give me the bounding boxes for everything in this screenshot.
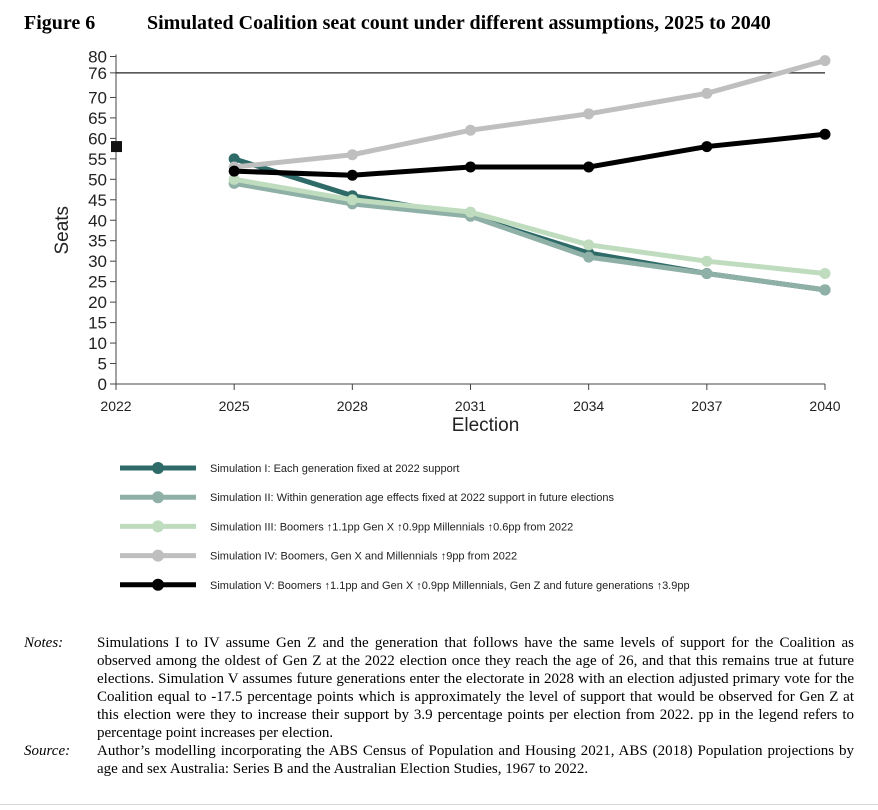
series-point-5 — [819, 128, 831, 140]
series-point-2 — [701, 267, 713, 279]
series-point-4 — [583, 108, 595, 120]
series-point-4 — [346, 149, 358, 161]
series-point-4 — [465, 124, 476, 136]
legend-swatch-dot-4 — [152, 549, 164, 562]
y-tick-label: 80 — [88, 48, 107, 67]
series-point-2 — [583, 251, 595, 263]
marker-2022-square — [111, 141, 122, 153]
x-tick-label: 2040 — [809, 398, 840, 414]
series-line-1 — [231, 156, 828, 293]
y-tick-label: 5 — [98, 355, 107, 374]
notes-label: Notes: — [24, 635, 64, 651]
x-tick-label: 2025 — [219, 398, 250, 414]
y-tick-label: 70 — [88, 88, 107, 107]
y-tick-label: 50 — [88, 170, 107, 189]
series-point-3 — [346, 194, 358, 206]
series-line-2 — [231, 180, 828, 293]
source-label: Source: — [24, 743, 71, 759]
legend-label-4: Simulation IV: Boomers, Gen X and Millen… — [210, 551, 517, 563]
y-tick-label: 76 — [88, 64, 107, 83]
y-tick-label: 0 — [98, 375, 107, 394]
figure-label: Figure 6 — [24, 12, 96, 34]
series-point-4 — [819, 55, 831, 67]
figure-header: Figure 6 Simulated Coalition seat count … — [24, 10, 864, 40]
legend-label-1: Simulation I: Each generation fixed at 2… — [210, 463, 460, 475]
series-point-3 — [583, 239, 595, 251]
legend-swatch-dot-3 — [152, 520, 164, 533]
bottom-divider — [0, 804, 878, 805]
x-tick-label: 2022 — [100, 398, 131, 414]
y-tick-label: 25 — [88, 273, 107, 292]
y-tick-label: 30 — [88, 252, 107, 271]
legend-label-3: Simulation III: Boomers ↑1.1pp Gen X ↑0.… — [210, 521, 573, 533]
y-tick-label: 60 — [88, 129, 107, 148]
series-point-1 — [228, 153, 240, 165]
legend-label-2: Simulation II: Within generation age eff… — [210, 492, 614, 504]
series-point-5 — [465, 161, 476, 173]
y-tick-label: 40 — [88, 211, 107, 230]
y-tick-label: 45 — [88, 191, 107, 210]
series-point-4 — [701, 87, 713, 99]
figure-title: Simulated Coalition seat count under dif… — [147, 12, 771, 34]
notes-section: Notes: Simulations I to IV assume Gen Z … — [24, 634, 854, 778]
source-row: Source: Author’s modelling incorporating… — [24, 742, 854, 778]
series-point-3 — [701, 255, 713, 267]
series-point-5 — [701, 141, 713, 153]
y-tick-label: 15 — [88, 314, 107, 333]
y-tick-label: 10 — [88, 334, 107, 353]
series-point-3 — [228, 173, 240, 185]
x-tick-label: 2034 — [573, 398, 604, 414]
series-point-3 — [465, 206, 476, 218]
x-tick-label: 2028 — [337, 398, 368, 414]
series-line-4 — [231, 58, 828, 170]
legend-swatch-dot-2 — [152, 491, 164, 504]
x-tick-label: 2037 — [691, 398, 722, 414]
y-axis-label: Seats — [52, 206, 73, 255]
y-tick-label: 55 — [88, 150, 107, 169]
x-axis-label: Election — [452, 415, 520, 436]
legend-swatch-dot-1 — [152, 462, 164, 474]
y-tick-label: 35 — [88, 232, 107, 251]
legend-label-5: Simulation V: Boomers ↑1.1pp and Gen X ↑… — [210, 580, 690, 592]
notes-text: Simulations I to IV assume Gen Z and the… — [97, 635, 854, 741]
notes-row: Notes: Simulations I to IV assume Gen Z … — [24, 634, 854, 742]
legend-swatch-dot-5 — [152, 578, 164, 591]
y-tick-label: 65 — [88, 109, 107, 128]
source-text: Author’s modelling incorporating the ABS… — [97, 743, 854, 777]
series-point-5 — [228, 165, 240, 177]
series-point-5 — [583, 161, 595, 173]
y-tick-label: 20 — [88, 293, 107, 312]
series-point-3 — [819, 267, 831, 279]
x-tick-label: 2031 — [455, 398, 486, 414]
series-line-5 — [231, 131, 828, 178]
series-point-2 — [819, 284, 831, 296]
series-line-3 — [231, 176, 828, 276]
series-point-5 — [346, 169, 358, 181]
